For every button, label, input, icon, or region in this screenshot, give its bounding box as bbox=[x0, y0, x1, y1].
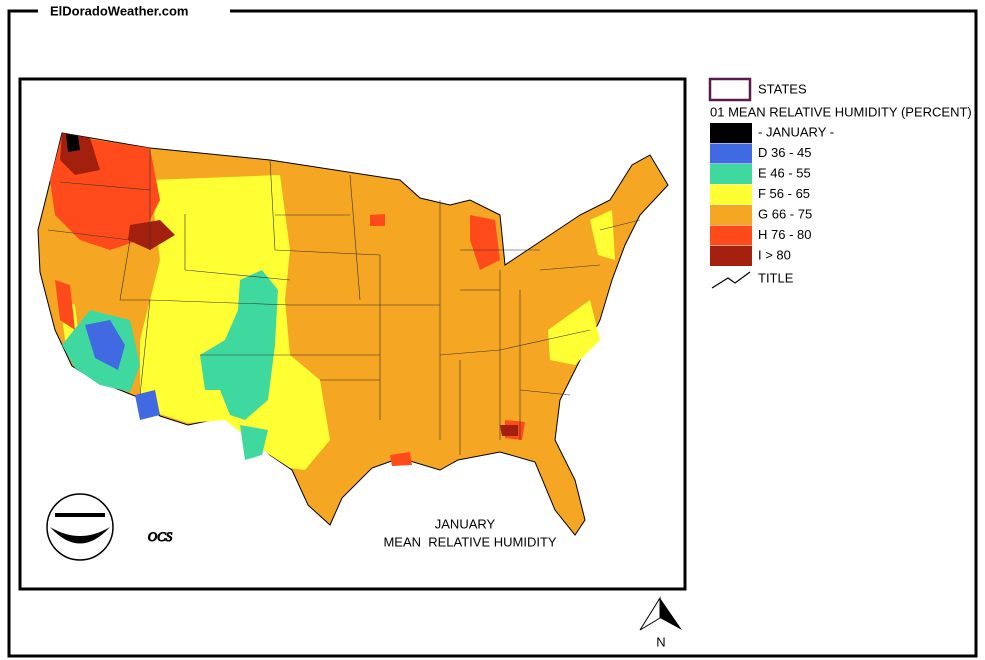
map-title-2: MEAN RELATIVE HUMIDITY bbox=[383, 534, 556, 549]
legend-label: D 36 - 45 bbox=[758, 145, 811, 160]
legend-label: H 76 - 80 bbox=[758, 227, 811, 242]
legend-heading: 01 MEAN RELATIVE HUMIDITY (PERCENT) bbox=[710, 104, 972, 119]
logo-text: OCS bbox=[148, 529, 173, 544]
north-label: N bbox=[656, 634, 665, 649]
logo-circle bbox=[46, 493, 114, 561]
site-name: ElDoradoWeather.com bbox=[50, 3, 188, 18]
legend-label: F 56 - 65 bbox=[758, 186, 810, 201]
region-f bbox=[60, 175, 615, 470]
state-lines bbox=[47, 148, 641, 455]
legend-items: - JANUARY - D 36 - 45 E 46 - 55 F 56 - 65 G … bbox=[710, 123, 834, 266]
states-swatch bbox=[708, 77, 752, 102]
arrow-right bbox=[660, 598, 682, 630]
legend-label: - JANUARY - bbox=[758, 124, 834, 139]
legend-label: G 66 - 75 bbox=[758, 206, 812, 221]
legend-swatch bbox=[710, 164, 752, 184]
legend-swatch bbox=[710, 205, 752, 225]
header-bg bbox=[38, 2, 230, 20]
arrow-left bbox=[639, 596, 661, 631]
noaa-logo bbox=[46, 493, 114, 561]
legend-swatch bbox=[710, 123, 752, 143]
map-title-1: JANUARY bbox=[435, 516, 496, 531]
legend-swatch bbox=[710, 143, 752, 164]
region-jan bbox=[66, 134, 80, 152]
title-label: TITLE bbox=[758, 270, 794, 285]
states-label: STATES bbox=[758, 81, 807, 96]
title-icon bbox=[711, 271, 751, 289]
region-e bbox=[62, 270, 278, 460]
region-d bbox=[85, 320, 160, 420]
legend-label: I > 80 bbox=[758, 247, 791, 262]
logo-bird bbox=[50, 527, 110, 544]
legend-swatch bbox=[710, 184, 752, 205]
legend-label: E 46 - 55 bbox=[758, 165, 811, 180]
us-map bbox=[37, 132, 669, 536]
legend-swatch bbox=[710, 225, 752, 246]
legend-swatch bbox=[710, 246, 752, 266]
north-arrow bbox=[639, 596, 682, 631]
outer-border bbox=[7, 9, 978, 658]
